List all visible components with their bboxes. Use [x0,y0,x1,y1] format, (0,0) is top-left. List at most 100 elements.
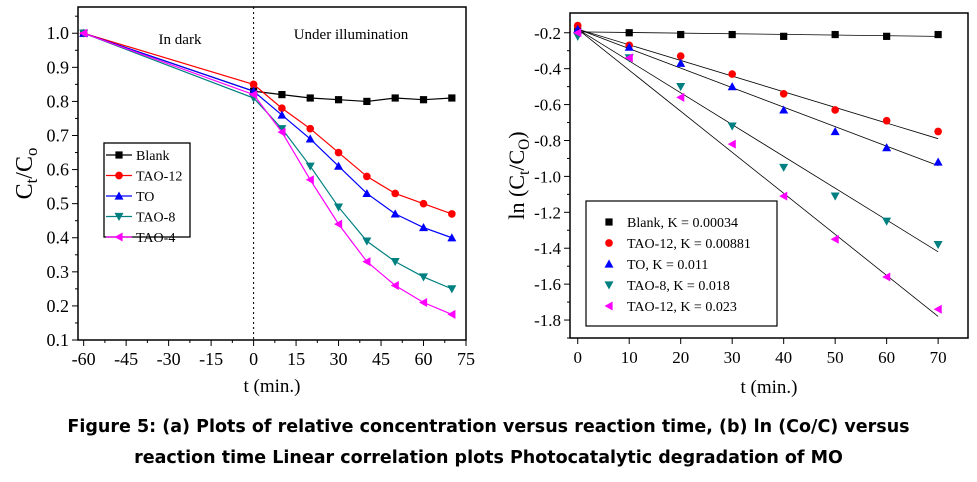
data-point [447,233,457,242]
data-point [277,125,287,134]
x-tick-label: 30 [330,349,348,369]
caption-line-1: Figure 5: (a) Plots of relative concentr… [67,417,910,437]
data-point [305,162,315,171]
y-tick-label: -1.4 [534,239,561,258]
legend-box [585,200,778,327]
data-point [362,188,372,198]
legend-marker [605,239,613,247]
fit-line [577,28,939,166]
y-label-part: C [12,183,38,199]
data-point [676,92,685,102]
y-tick-label: 0.6 [47,160,70,180]
legend-box [103,142,191,238]
x-axis-label: t (min.) [741,377,798,398]
x-tick-label: -45 [114,349,138,369]
y-label-part: t [22,178,41,183]
x-tick-label: 45 [372,349,390,369]
data-point [624,53,633,63]
data-point [882,272,891,282]
legend-label: TO, K = 0.011 [627,258,708,273]
x-tick-label: 30 [724,348,741,367]
data-point [391,94,399,102]
legend-label: Blank [136,149,169,164]
data-point [305,175,314,185]
data-point [419,273,429,282]
data-point [277,127,286,137]
data-point [305,134,315,143]
legend-label: TAO-8, K = 0.018 [627,279,730,294]
x-tick-label: 0 [573,348,582,367]
series-line [83,32,452,103]
data-point [334,219,343,229]
y-tick-label: 0.4 [47,228,70,248]
y-label-part: O [516,139,533,150]
legend-marker [114,232,123,242]
data-point [448,210,456,218]
y-tick-label: -1.2 [534,203,561,222]
caption-line-2: reaction time Linear correlation plots P… [134,448,843,468]
y-axis-label: ln (Ct/CO) [504,131,533,219]
y-tick-label: 0.5 [47,194,70,214]
y-label-part: /C [12,156,38,179]
plot-frame [77,6,467,341]
y-label-part: /C [504,150,529,171]
data-point [419,298,428,308]
data-point [278,104,286,113]
data-point [933,241,943,250]
data-point [882,217,892,226]
legend-marker [604,281,614,290]
data-point [779,191,788,201]
data-point [390,209,400,218]
chart-panel-b: 0 10 20 30 40 50 60 70 -0.2 -0.4 -0.6 -0.8 -1.0 -1.2 -… [504,12,969,398]
data-point [390,258,400,267]
data-point [277,110,287,119]
y-tick-label: 0.1 [47,330,70,350]
legend-marker [605,218,613,226]
x-tick-label: 60 [415,349,433,369]
fit-line [577,28,939,317]
data-point [831,106,839,114]
legend-marker [115,171,123,180]
data-point [830,127,840,136]
y-tick-label: -1.6 [534,275,561,294]
data-point [676,52,685,60]
data-point [447,309,456,319]
data-point [573,28,582,38]
data-point [419,199,428,208]
data-point [363,172,371,181]
data-point [306,124,315,133]
series-to [573,24,943,166]
y-label-part: t [516,170,533,175]
series-tao-4 [79,28,456,319]
data-point [334,96,343,104]
plot-frame [569,12,969,339]
y-label-part: o [22,148,41,156]
annotation-under-illumination: Under illumination [294,27,409,43]
data-point [779,105,789,114]
y-tick-label: -0.8 [534,131,561,150]
legend-label: Blank, K = 0.00034 [627,216,738,231]
x-axis-label: t (min.) [244,376,301,397]
y-tick-label: 0.7 [47,125,70,145]
data-point [390,280,399,290]
data-point [419,223,429,232]
data-point [883,32,891,40]
annotation-in-dark: In dark [159,32,202,48]
legend-label: TO [136,190,154,205]
legend: Blank TAO-12 TO TAO-8 TAO-4 [103,142,191,246]
fit-line [577,28,939,140]
data-point [728,30,736,39]
x-tick-label: -30 [157,349,181,369]
data-point [362,257,371,267]
data-point [362,237,372,246]
data-point [830,192,840,201]
series-blank [574,27,942,40]
y-tick-label: 0.9 [47,57,70,77]
data-point [278,90,286,99]
data-point [249,80,258,89]
legend-marker [604,301,613,311]
series-tao-12 [573,28,942,317]
data-point [677,30,685,39]
x-tick-label: 75 [457,349,475,369]
legend-label: TAO-4 [136,231,175,246]
